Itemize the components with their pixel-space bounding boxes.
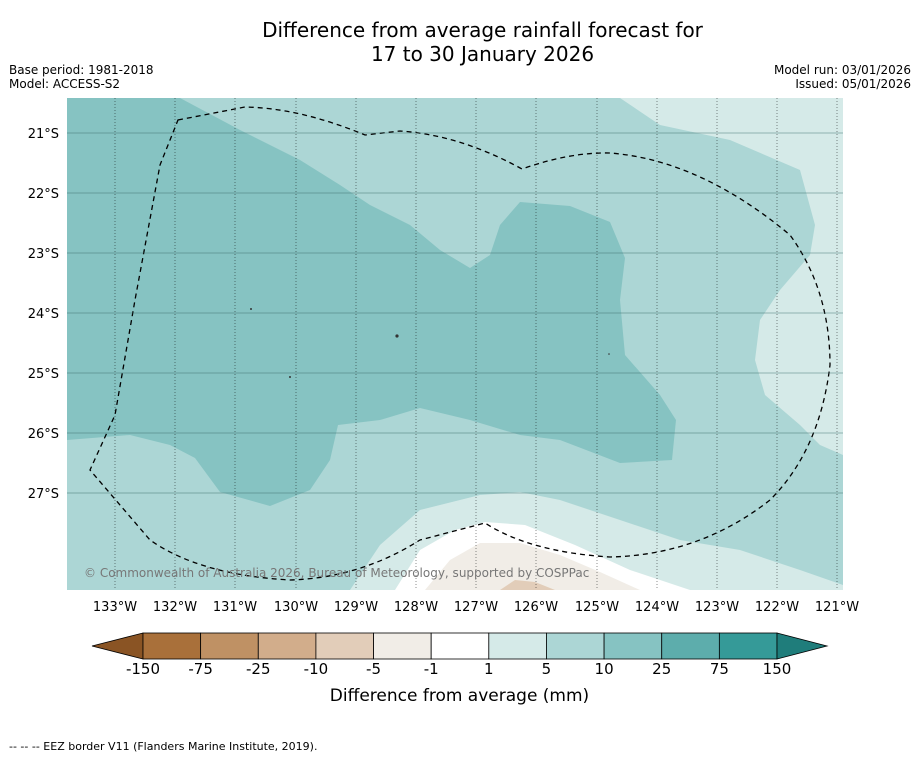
- colorbar-tick-label: -150: [125, 660, 161, 678]
- lon-label: 130°W: [274, 600, 318, 615]
- model-run: Model run: 03/01/2026: [773, 63, 911, 77]
- lon-label: 125°W: [575, 600, 619, 615]
- lon-label: 122°W: [755, 600, 799, 615]
- latitude-labels: 21°S 22°S 23°S 24°S 25°S 26°S 27°S: [28, 127, 59, 502]
- colorbar-extend-low: [91, 632, 144, 660]
- lon-label: 124°W: [635, 600, 679, 615]
- colorbar-tick-label: 5: [541, 660, 552, 678]
- colorbar-tick-label: -1: [423, 660, 439, 678]
- colorbar-tick-label: 150: [762, 660, 792, 678]
- colorbar-swatch: [430, 632, 490, 660]
- colorbar-swatch: [546, 632, 605, 660]
- graticule: [114, 98, 838, 590]
- zone-10-25-central: [67, 98, 676, 506]
- colorbar-swatch: [603, 632, 663, 660]
- title-line-1: Difference from average rainfall forecas…: [262, 18, 703, 42]
- zone-minus5-minus1-south: [425, 543, 640, 590]
- meta-right: Model run: 03/01/2026 Issued: 05/01/2026: [774, 63, 911, 91]
- model-name: Model: ACCESS-S2: [9, 77, 121, 91]
- colorbar-tick-label: -25: [246, 660, 271, 678]
- colorbar-swatch: [488, 632, 547, 660]
- colorbar-swatch: [373, 632, 432, 660]
- lon-label: 131°W: [213, 600, 257, 615]
- lat-label: 22°S: [28, 187, 59, 202]
- colorbar-swatch: [661, 632, 720, 660]
- issued-date: Issued: 05/01/2026: [795, 77, 911, 91]
- map-title: Difference from average rainfall forecas…: [0, 18, 919, 66]
- lat-label: 21°S: [28, 127, 59, 142]
- lat-label: 24°S: [28, 307, 59, 322]
- lon-label: 128°W: [394, 600, 438, 615]
- colorbar-swatch: [200, 632, 259, 660]
- islands: [250, 308, 610, 378]
- latitude-lines: [67, 132, 843, 494]
- colorbar-extend-high: [776, 632, 829, 660]
- colorbar-swatch: [257, 632, 317, 660]
- longitude-labels: 133°W 132°W 131°W 130°W 129°W 128°W 127°…: [93, 600, 859, 615]
- lon-label: 126°W: [514, 600, 558, 615]
- lat-label: 27°S: [28, 487, 59, 502]
- eez-footnote: -- -- -- EEZ border V11 (Flanders Marine…: [9, 740, 318, 753]
- base-period: Base period: 1981-2018: [9, 63, 154, 77]
- zone-minus10-minus5-south: [500, 580, 555, 590]
- colorbar-tick-label: 25: [652, 660, 672, 678]
- colorbar-swatch: [718, 632, 778, 660]
- lon-label: 127°W: [454, 600, 498, 615]
- lat-label: 26°S: [28, 427, 59, 442]
- lon-label: 133°W: [93, 600, 137, 615]
- eez-border: [89, 106, 831, 581]
- lat-label: 23°S: [28, 247, 59, 262]
- colorbar-tick-label: -75: [188, 660, 213, 678]
- lon-label: 132°W: [153, 600, 197, 615]
- meta-left: Base period: 1981-2018 Model: ACCESS-S2: [9, 63, 154, 91]
- copyright-text: © Commonwealth of Australia 2026, Bureau…: [84, 566, 589, 580]
- colorbar-tick-label: -5: [366, 660, 382, 678]
- colorbar-tick-label: 75: [709, 660, 729, 678]
- colorbar: [91, 632, 829, 660]
- colorbar-tick-label: 1: [484, 660, 494, 678]
- lon-label: 121°W: [815, 600, 859, 615]
- colorbar-title: Difference from average (mm): [329, 686, 590, 706]
- lon-label: 123°W: [695, 600, 739, 615]
- lat-label: 25°S: [28, 367, 59, 382]
- colorbar-swatch: [315, 632, 374, 660]
- map-plot-area: © Commonwealth of Australia 2026, Bureau…: [67, 98, 843, 590]
- title-line-2: 17 to 30 January 2026: [370, 42, 595, 66]
- colorbar-swatch: [142, 632, 202, 660]
- colorbar-tick-label: -10: [303, 660, 329, 678]
- zone-1-5-northeast: [620, 98, 843, 455]
- lon-label: 129°W: [334, 600, 378, 615]
- colorbar-tick-label: 10: [594, 660, 614, 678]
